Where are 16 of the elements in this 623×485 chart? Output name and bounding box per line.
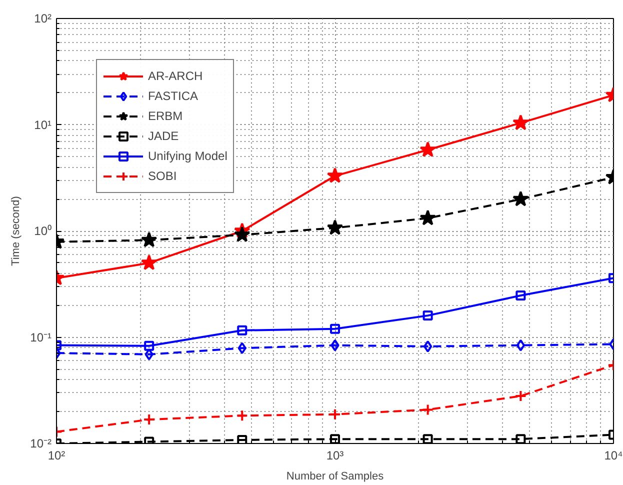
legend-label: JADE (148, 129, 179, 143)
y-axis-title: Time (second) (10, 196, 22, 266)
x-tick-label: 10³ (326, 448, 344, 462)
x-axis-title: Number of Samples (286, 470, 384, 482)
legend-label: FASTICA (148, 89, 198, 103)
legend-label: AR-ARCH (148, 69, 203, 83)
y-tick-label: 10⁻² (30, 436, 52, 450)
x-tick-label: 10² (48, 448, 66, 462)
y-tick-label: 10¹ (34, 118, 52, 132)
legend-label: SOBI (148, 169, 177, 183)
y-tick-label: 10² (34, 12, 52, 26)
legend-label: Unifying Model (148, 149, 228, 163)
y-tick-label: 10⁻¹ (30, 330, 52, 344)
y-tick-label: 10⁰ (34, 224, 52, 238)
legend-label: ERBM (148, 109, 183, 123)
x-tick-label: 10⁴ (604, 448, 623, 462)
